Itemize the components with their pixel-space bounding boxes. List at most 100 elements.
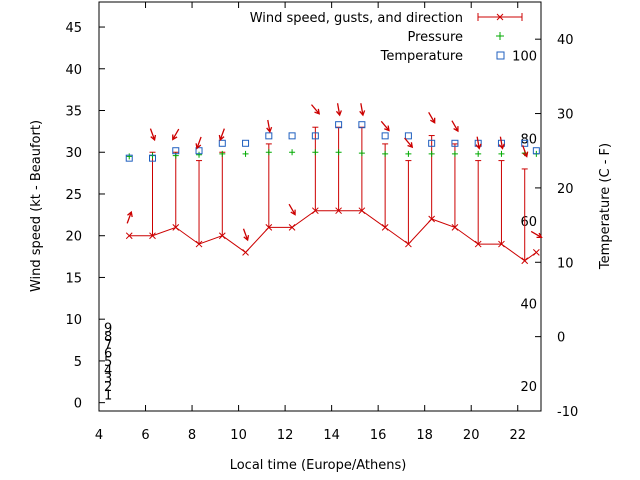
wind-speed-point bbox=[311, 207, 319, 215]
pressure-point bbox=[219, 150, 226, 157]
beaufort-label: 8 bbox=[104, 330, 112, 345]
y2-axis-title: Temperature (C - F) bbox=[598, 143, 613, 270]
legend-label-temperature: Temperature bbox=[380, 49, 463, 64]
wind-direction-arrow bbox=[266, 119, 273, 134]
wind-direction-arrow bbox=[404, 137, 414, 149]
wind-direction-arrow bbox=[218, 128, 225, 142]
temperature-point bbox=[358, 121, 366, 129]
beaufort-label: 6 bbox=[104, 347, 112, 362]
wind-direction-arrow bbox=[195, 136, 202, 150]
wind-speed-point bbox=[195, 240, 203, 248]
y-tick-label: 20 bbox=[65, 230, 82, 245]
wind-direction-arrow bbox=[242, 228, 250, 242]
y-tick-label: 0 bbox=[74, 397, 82, 412]
wind-speed-point bbox=[381, 224, 389, 231]
plot-frame bbox=[98, 1, 542, 412]
wind-speed-point bbox=[172, 224, 180, 231]
pressure-point bbox=[196, 151, 203, 158]
wind-speed-point bbox=[149, 232, 156, 240]
pressure-point bbox=[289, 149, 296, 156]
wind-direction-arrow bbox=[172, 128, 180, 141]
temperature-point bbox=[195, 147, 203, 155]
wind-speed-point bbox=[451, 224, 459, 231]
temperature-point bbox=[149, 154, 157, 162]
wind-direction-arrow bbox=[451, 120, 459, 133]
wind-speed-point bbox=[498, 240, 505, 248]
pressure-series bbox=[126, 149, 540, 160]
x-tick-label: 8 bbox=[188, 428, 196, 443]
temperature-point bbox=[404, 132, 412, 140]
pressure-point bbox=[242, 150, 249, 157]
pressure-point bbox=[335, 149, 342, 156]
x-tick-label: 10 bbox=[230, 428, 247, 443]
beaufort-label: 3 bbox=[104, 372, 112, 387]
fahrenheit-label: 80 bbox=[520, 132, 537, 147]
legend-swatch-pressure bbox=[496, 32, 504, 40]
wind-direction-arrow bbox=[335, 103, 342, 117]
y-tick-label: 30 bbox=[65, 146, 82, 161]
wind-series bbox=[125, 126, 540, 265]
y-tick-label: 25 bbox=[65, 188, 82, 203]
y2-tick-label: 10 bbox=[557, 256, 574, 271]
temperature-point bbox=[451, 139, 459, 147]
wind-speed-point bbox=[474, 240, 482, 248]
pressure-point bbox=[126, 153, 133, 160]
wind-direction-arrow bbox=[522, 145, 529, 158]
wind-speed-line bbox=[129, 210, 537, 262]
x-tick-label: 6 bbox=[141, 428, 149, 443]
pressure-point bbox=[475, 150, 482, 157]
wind-speed-point bbox=[265, 224, 273, 231]
y2-tick-label: 30 bbox=[557, 108, 574, 123]
wind-speed-point bbox=[428, 215, 436, 223]
x-tick-label: 4 bbox=[95, 428, 103, 443]
legend-swatch-temperature bbox=[496, 51, 505, 60]
wind-speed-point bbox=[532, 249, 540, 256]
x-tick-label: 12 bbox=[277, 428, 294, 443]
temperature-point bbox=[521, 139, 529, 147]
pressure-point bbox=[498, 150, 505, 157]
y2-tick-label: 40 bbox=[557, 33, 574, 48]
legend: Wind speed, gusts, and direction Pressur… bbox=[250, 11, 523, 64]
y-tick-label: 40 bbox=[65, 63, 82, 78]
temperature-point bbox=[218, 139, 226, 147]
wind-direction-arrow bbox=[380, 120, 390, 132]
y-tick-label: 5 bbox=[74, 355, 82, 370]
temperature-point bbox=[125, 154, 133, 162]
y-tick-label: 45 bbox=[65, 21, 82, 36]
wind-direction-arrow bbox=[498, 136, 505, 150]
legend-label-pressure: Pressure bbox=[407, 30, 463, 45]
pressure-point bbox=[358, 150, 365, 157]
pressure-point bbox=[312, 149, 319, 156]
fahrenheit-label: 40 bbox=[520, 298, 537, 313]
x-tick-label: 20 bbox=[463, 428, 480, 443]
fahrenheit-label: 100 bbox=[512, 50, 537, 65]
temperature-point bbox=[428, 139, 436, 147]
wind-speed-point bbox=[335, 207, 342, 215]
beaufort-label: 4 bbox=[104, 363, 112, 378]
beaufort-label: 9 bbox=[104, 322, 112, 337]
temperature-point bbox=[265, 132, 273, 140]
beaufort-label: 2 bbox=[104, 380, 112, 395]
wind-speed-point bbox=[218, 232, 226, 240]
beaufort-label: 5 bbox=[104, 355, 112, 370]
legend-swatch-wind-marker-b bbox=[496, 13, 504, 21]
y2-tick-label: -10 bbox=[557, 405, 578, 420]
wind-direction-arrow bbox=[126, 210, 133, 224]
axis-ticks: 4 6 8 10 12 14 16 18 20 22051015202530354045-1001… bbox=[65, 2, 578, 443]
wind-speed-point bbox=[358, 207, 366, 215]
temperature-point bbox=[242, 139, 250, 147]
temperature-point bbox=[311, 132, 319, 140]
wind-direction-arrow bbox=[428, 112, 436, 124]
y-tick-label: 10 bbox=[65, 313, 82, 328]
pressure-point bbox=[405, 150, 412, 157]
wind-direction-arrow bbox=[149, 128, 157, 142]
temperature-point bbox=[335, 121, 343, 129]
wind-speed-point bbox=[242, 249, 249, 256]
x-tick-label: 22 bbox=[509, 428, 526, 443]
fahrenheit-label: 60 bbox=[520, 215, 537, 230]
temperature-point bbox=[172, 147, 180, 155]
pressure-point bbox=[265, 149, 272, 156]
wind-speed-point bbox=[125, 232, 133, 240]
beaufort-label: 7 bbox=[104, 338, 112, 353]
x-tick-label: 14 bbox=[323, 428, 340, 443]
